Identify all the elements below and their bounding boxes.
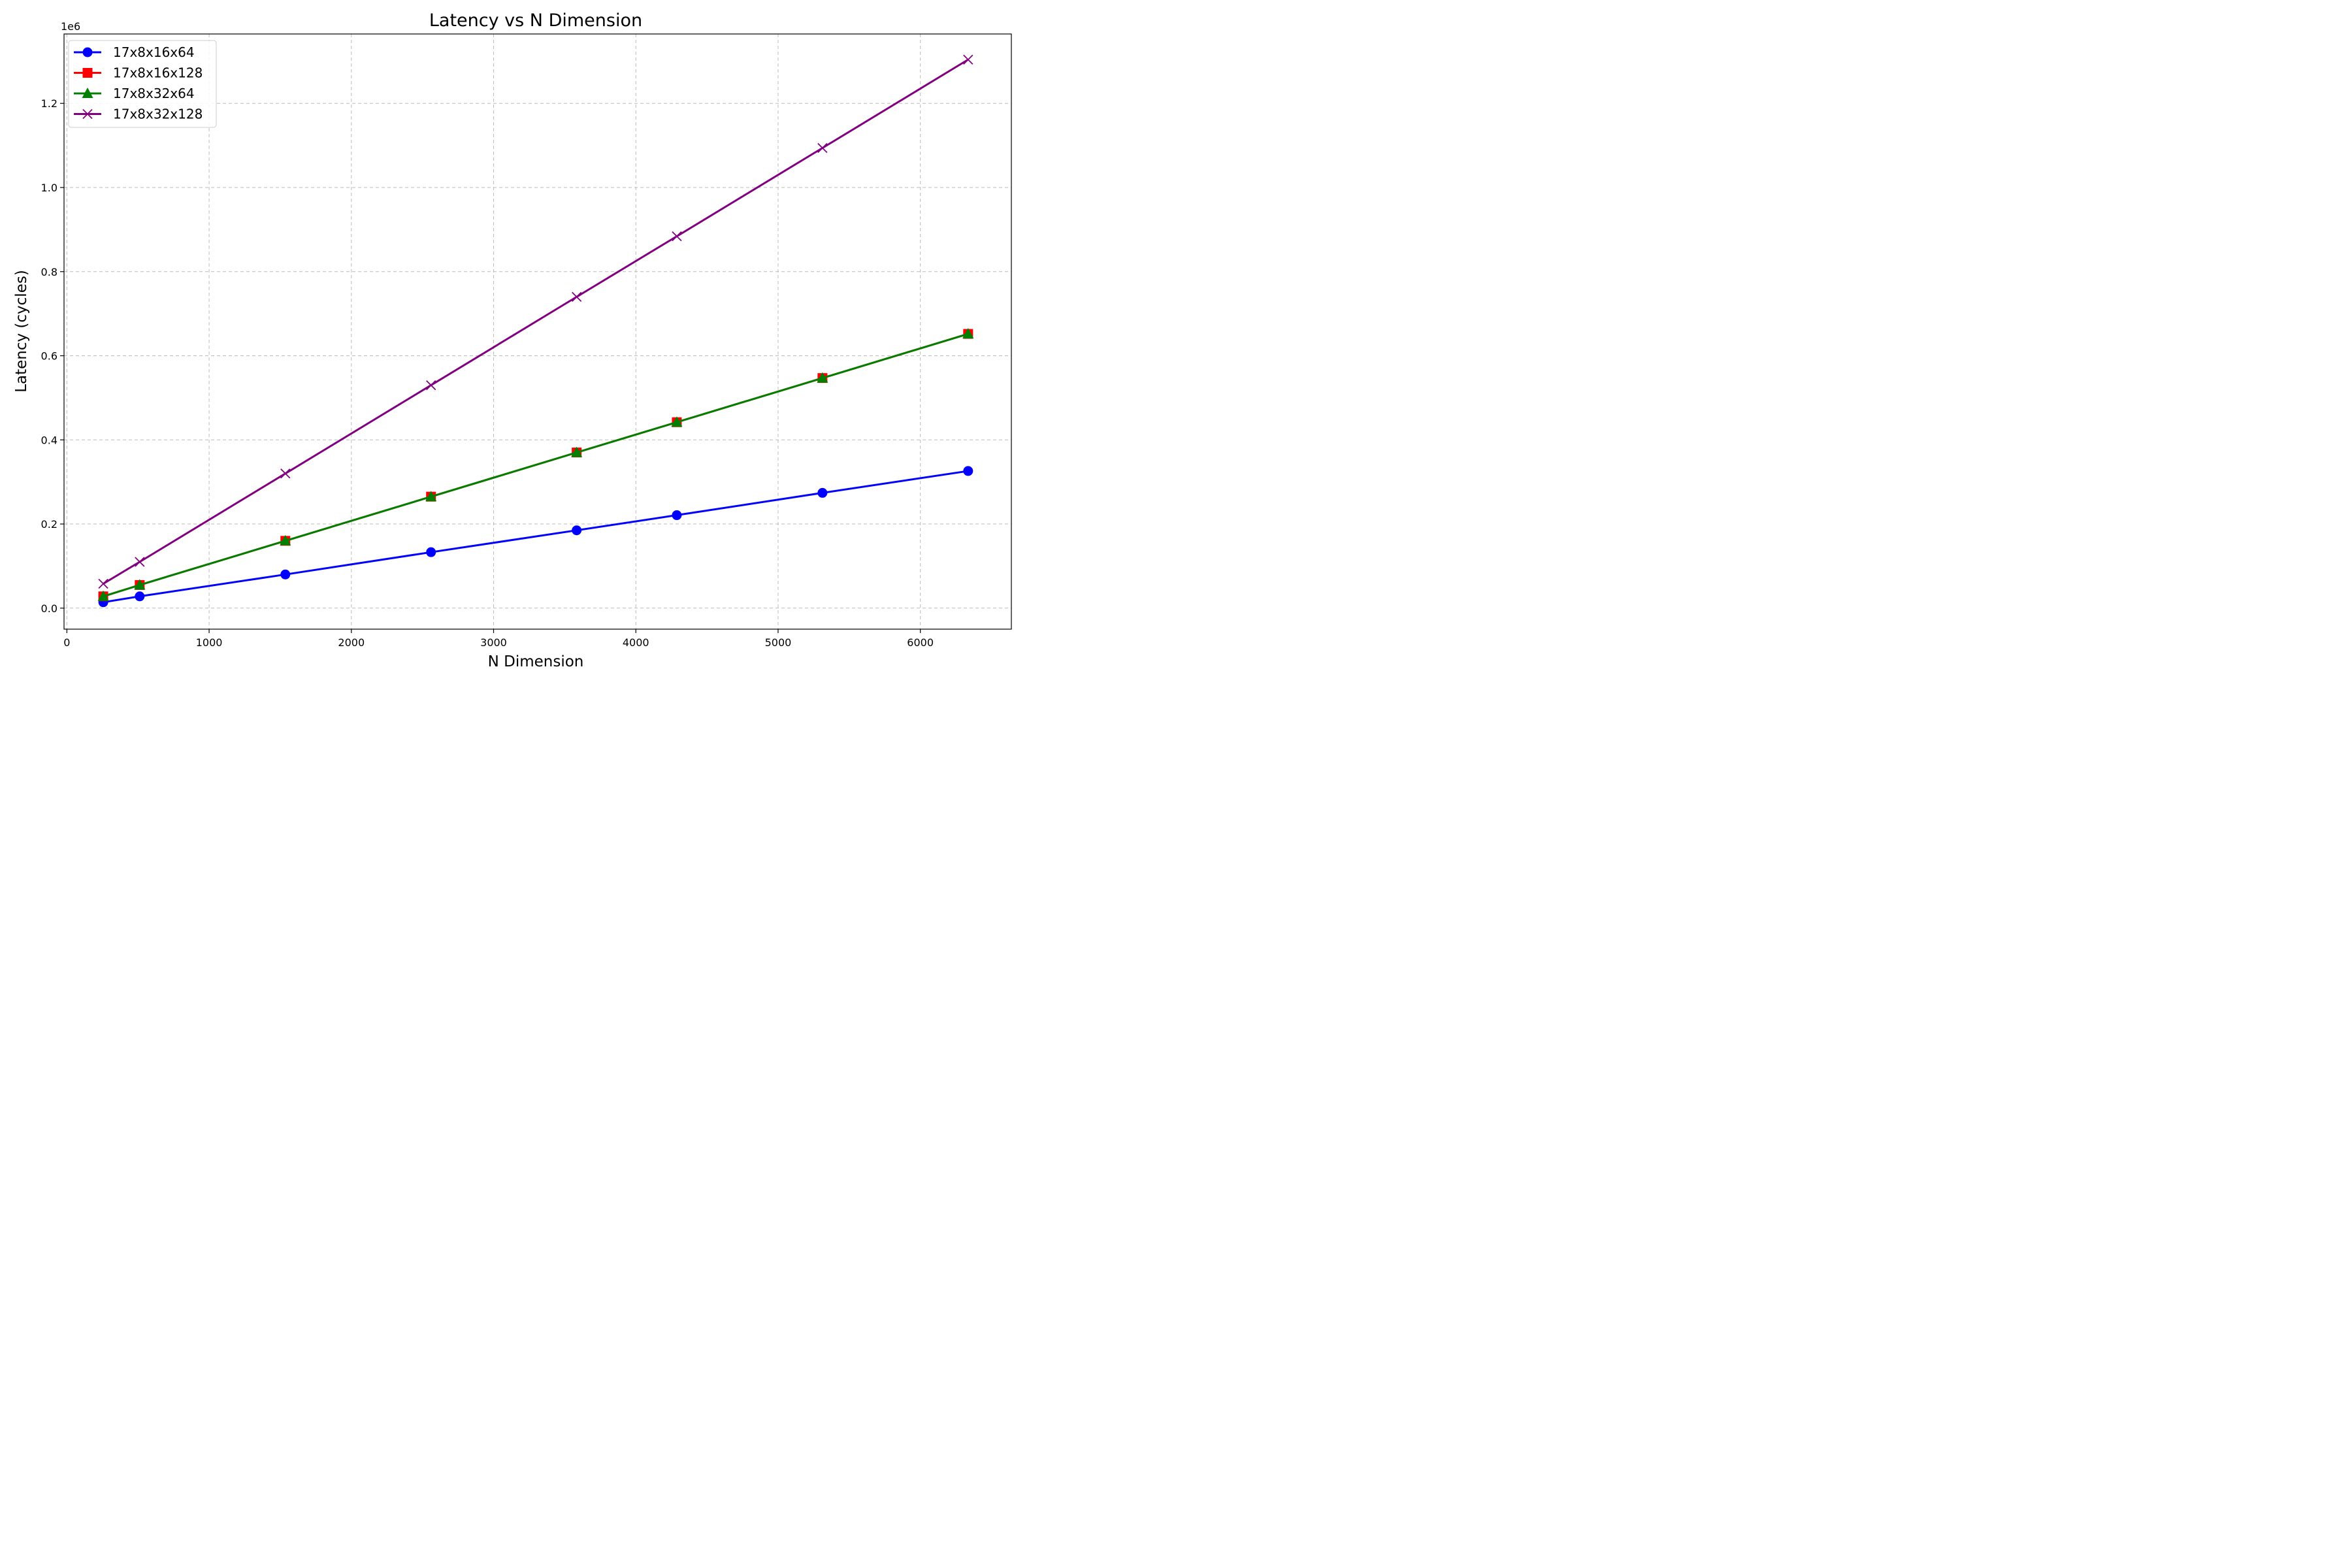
axis-ticks: 0 1000 2000 3000 4000 5000 6000 0.0 0.2 0.4 0.6 0.8… [41,97,934,649]
data-point [572,291,582,302]
legend-label: 17x8x16x64 [113,44,195,60]
y-axis-offset-label: 1e6 [61,20,80,33]
series-line [103,470,969,604]
data-point [98,578,108,589]
legend-marker [82,68,93,78]
y-tick-label: 0.0 [41,602,57,615]
y-tick-label: 1.0 [41,182,57,194]
data-point [426,380,436,391]
data-point [963,466,973,476]
data-point [571,446,583,457]
data-point [817,487,828,498]
marker-x-stroke [280,468,291,479]
data-point [672,231,682,242]
series-17x8x32x64 [97,328,974,601]
x-tick-label: 4000 [623,636,649,649]
marker-x-stroke [963,54,973,65]
legend-label: 17x8x32x128 [113,106,203,122]
marker-x-stroke [82,108,93,120]
series-17x8x16x64 [98,466,973,608]
data-point [280,569,291,580]
data-point [817,372,828,383]
data-point [280,534,291,546]
x-tick-label: 3000 [480,636,507,649]
x-axis-label: N Dimension [488,653,584,670]
y-tick-label: 1.2 [41,97,57,110]
legend-label: 17x8x32x64 [113,86,195,101]
data-point [425,491,437,502]
legend-box [68,40,217,128]
legend-item: 17x8x32x128 [74,106,203,122]
data-point [135,591,145,602]
data-point [672,510,682,521]
plot-series [97,54,974,608]
chart-title: Latency vs N Dimension [429,10,642,31]
legend-item: 17x8x16x64 [74,44,195,60]
marker-x-stroke [672,231,682,242]
data-point [134,579,146,590]
y-tick-label: 0.4 [41,434,57,446]
data-point [817,142,828,154]
plot-frame [63,33,1012,630]
data-point [97,590,109,601]
marker-x-stroke [817,142,828,154]
data-point [572,525,582,536]
chart: Latency vs N Dimension 1e6 0 1000 2000 3000… [13,10,1012,670]
series-line [103,58,969,585]
marker-x-stroke [98,578,108,589]
grid [64,34,1011,629]
series-17x8x32x128 [98,54,973,589]
x-tick-label: 0 [63,636,70,649]
marker-x-stroke [426,380,436,391]
y-tick-label: 0.8 [41,266,57,278]
y-tick-label: 0.6 [41,350,57,363]
data-point [671,416,683,427]
legend-marker [82,108,93,120]
legend-label: 17x8x16x128 [113,65,203,81]
data-point [426,547,436,557]
marker-x-stroke [572,291,582,302]
data-point [963,54,973,65]
y-axis-label: Latency (cycles) [13,270,30,393]
y-tick-label: 0.2 [41,518,57,531]
x-tick-label: 1000 [196,636,223,649]
series-line [103,333,969,598]
marker-x-stroke [135,557,145,567]
legend-item: 17x8x16x128 [74,65,203,81]
legend-item: 17x8x32x64 [74,86,195,101]
data-point [280,468,291,479]
data-point [135,557,145,567]
legend-marker [82,88,93,98]
x-tick-label: 6000 [907,636,934,649]
legend: 17x8x16x64 17x8x16x128 17x8x32x64 17x8x32x1… [68,40,217,128]
x-tick-label: 5000 [765,636,792,649]
legend-marker [82,47,93,57]
x-tick-label: 2000 [338,636,365,649]
data-point [962,328,974,339]
